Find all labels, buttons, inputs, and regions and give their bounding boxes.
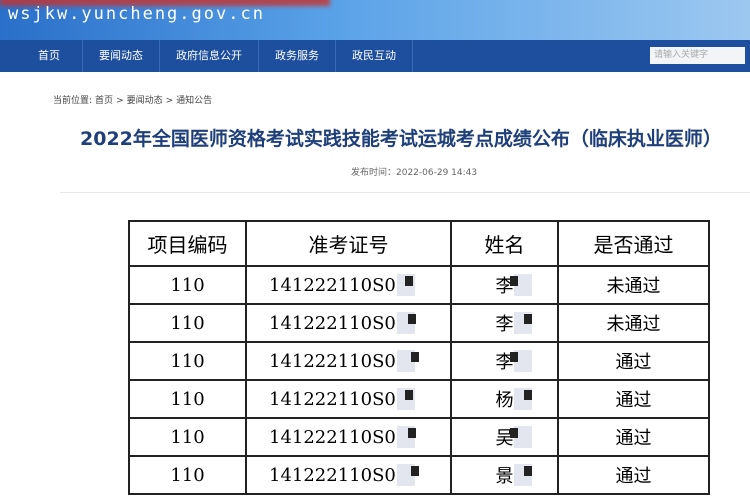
cell-text: 141222110S0 xyxy=(269,350,396,372)
nav-item[interactable]: 要闻动态 xyxy=(83,40,160,72)
redaction xyxy=(397,464,415,486)
cell-text: 110 xyxy=(170,350,205,372)
cell-text: 110 xyxy=(170,274,205,296)
breadcrumb: 当前位置: 首页 > 要闻动态 > 通知公告 xyxy=(53,93,215,106)
cell-text: 通过 xyxy=(615,428,652,449)
redaction xyxy=(514,350,532,372)
table-cell: 未通过 xyxy=(557,303,710,343)
site-url: wsjkw.yuncheng.gov.cn xyxy=(8,4,265,24)
table-cell: 通过 xyxy=(557,341,710,381)
table-cell: 通过 xyxy=(557,379,710,419)
table-cell: 141222110S0 xyxy=(245,455,452,495)
column-header: 姓名 xyxy=(450,220,559,267)
table-row: 110 141222110S0 吴 通过 xyxy=(128,417,710,457)
table-row: 110 141222110S0 景 通过 xyxy=(128,455,710,495)
redaction xyxy=(514,426,532,448)
nav-bar: 首页 要闻动态 政府信息公开 政务服务 政民互动 xyxy=(0,40,750,72)
cell-text: 110 xyxy=(170,464,205,486)
table-row: 110 141222110S0 杨 通过 xyxy=(128,379,710,419)
table-row: 110 141222110S0 李 通过 xyxy=(128,341,710,381)
cell-text: 李 xyxy=(495,352,514,373)
cell-text: 吴 xyxy=(495,428,514,449)
table-cell: 141222110S0 xyxy=(245,265,452,305)
cell-text: 110 xyxy=(170,388,205,410)
header-row: 项目编码 准考证号 姓名 是否通过 xyxy=(128,220,710,267)
cell-text: 景 xyxy=(495,466,514,487)
column-header: 准考证号 xyxy=(245,220,452,267)
table-cell: 杨 xyxy=(450,379,559,419)
nav-item[interactable]: 政府信息公开 xyxy=(160,40,259,72)
redaction xyxy=(405,276,413,286)
cell-text: 141222110S0 xyxy=(269,426,396,448)
table-cell: 通过 xyxy=(557,417,710,457)
site-banner: wsjkw.yuncheng.gov.cn xyxy=(0,0,750,40)
cell-text: 未通过 xyxy=(606,314,661,335)
publish-time: 发布时间：2022-06-29 14:43 xyxy=(351,168,478,178)
table-cell: 110 xyxy=(128,341,247,381)
cell-text: 141222110S0 xyxy=(269,312,396,334)
divider xyxy=(60,192,750,193)
table-cell: 通过 xyxy=(557,455,710,495)
redaction xyxy=(411,466,419,476)
redaction xyxy=(524,314,532,324)
breadcrumb-item[interactable]: 首页 xyxy=(95,96,114,106)
table-row: 110 141222110S0 李 未通过 xyxy=(128,265,710,305)
cell-text: 李 xyxy=(495,314,514,335)
cell-text: 通过 xyxy=(615,390,652,411)
redaction xyxy=(411,352,419,362)
table-cell: 110 xyxy=(128,265,247,305)
table-cell: 景 xyxy=(450,455,559,495)
breadcrumb-item[interactable]: 通知公告 xyxy=(176,96,213,106)
breadcrumb-item: > xyxy=(116,96,124,106)
redaction xyxy=(524,466,532,476)
table-cell: 110 xyxy=(128,417,247,457)
column-header: 项目编码 xyxy=(128,220,247,267)
nav-item[interactable]: 政民互动 xyxy=(336,40,413,72)
table-cell: 李 xyxy=(450,265,559,305)
cell-text: 110 xyxy=(170,312,205,334)
cell-text: 141222110S0 xyxy=(269,274,396,296)
redaction xyxy=(510,276,518,286)
article-title: 2022年全国医师资格考试实践技能考试运城考点成绩公布（临床执业医师） xyxy=(80,128,722,150)
redaction xyxy=(405,390,413,400)
table-cell: 110 xyxy=(128,379,247,419)
table-cell: 李 xyxy=(450,341,559,381)
cell-text: 110 xyxy=(170,426,205,448)
redaction xyxy=(510,352,518,362)
table-cell: 李 xyxy=(450,303,559,343)
table-cell: 141222110S0 xyxy=(245,417,452,457)
table-cell: 110 xyxy=(128,303,247,343)
redaction xyxy=(510,428,518,438)
cell-text: 未通过 xyxy=(606,276,661,297)
table-cell: 141222110S0 xyxy=(245,341,452,381)
cell-text: 李 xyxy=(495,276,514,297)
column-header: 是否通过 xyxy=(557,220,710,267)
redaction xyxy=(514,274,532,296)
nav-item[interactable]: 首页 xyxy=(0,40,83,72)
results-table: 项目编码 准考证号 姓名 是否通过 110 141222110S0 李未通过 110 1412… xyxy=(128,220,710,495)
redaction xyxy=(408,314,416,324)
table-cell: 141222110S0 xyxy=(245,379,452,419)
banner-logo-text xyxy=(0,0,330,6)
redaction xyxy=(408,428,416,438)
cell-text: 141222110S0 xyxy=(269,388,396,410)
cell-text: 杨 xyxy=(495,390,514,411)
table-cell: 141222110S0 xyxy=(245,303,452,343)
breadcrumb-item: > xyxy=(165,96,174,106)
table-cell: 吴 xyxy=(450,417,559,457)
table-cell: 未通过 xyxy=(557,265,710,305)
breadcrumb-item[interactable]: 要闻动态 xyxy=(126,96,163,106)
table-cell: 110 xyxy=(128,455,247,495)
breadcrumb-item: 当前位置: xyxy=(53,96,93,106)
search-box[interactable]: 请输入关键字 xyxy=(650,47,745,64)
redaction xyxy=(397,350,415,372)
cell-text: 通过 xyxy=(615,466,652,487)
redaction xyxy=(524,390,532,400)
cell-text: 通过 xyxy=(615,352,652,373)
cell-text: 141222110S0 xyxy=(269,464,396,486)
table-row: 110 141222110S0 李 未通过 xyxy=(128,303,710,343)
nav-item[interactable]: 政务服务 xyxy=(259,40,336,72)
